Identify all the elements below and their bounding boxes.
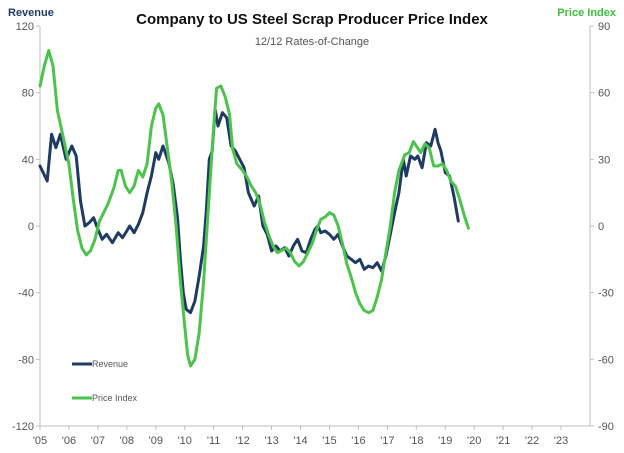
x-tick-label: '06 bbox=[62, 435, 76, 447]
legend: Revenue Price Index bbox=[72, 359, 138, 403]
left-tick-label: -40 bbox=[18, 288, 34, 300]
x-tick-label: '23 bbox=[554, 435, 568, 447]
right-axis-ticks: 90 60 30 0 -30 -60 -90 bbox=[590, 21, 614, 433]
left-tick-label: -80 bbox=[18, 354, 34, 366]
x-tick-label: '08 bbox=[120, 435, 134, 447]
left-axis-ticks: 120 80 40 0 -40 -80 -120 bbox=[12, 21, 40, 433]
x-tick-label: '10 bbox=[178, 435, 192, 447]
x-tick-label: '22 bbox=[525, 435, 539, 447]
legend-label-price-index: Price Index bbox=[92, 393, 138, 403]
left-tick-label: 0 bbox=[28, 221, 34, 233]
x-tick-label: '05 bbox=[33, 435, 47, 447]
x-tick-label: '19 bbox=[438, 435, 452, 447]
left-tick-label: 40 bbox=[22, 154, 34, 166]
x-tick-label: '13 bbox=[264, 435, 278, 447]
legend-label-revenue: Revenue bbox=[92, 359, 128, 369]
right-axis-label: Price Index bbox=[557, 7, 617, 19]
series-line-price-index bbox=[38, 48, 470, 368]
left-axis-label: Revenue bbox=[8, 7, 54, 19]
x-tick-label: '16 bbox=[351, 435, 365, 447]
x-tick-label: '17 bbox=[380, 435, 394, 447]
x-tick-label: '12 bbox=[235, 435, 249, 447]
x-tick-label: '18 bbox=[409, 435, 423, 447]
right-tick-label: 90 bbox=[598, 21, 610, 33]
right-tick-label: -30 bbox=[598, 288, 614, 300]
x-tick-label: '14 bbox=[293, 435, 307, 447]
x-tick-label: '09 bbox=[149, 435, 163, 447]
x-tick-label: '11 bbox=[207, 435, 221, 447]
right-tick-label: 30 bbox=[598, 154, 610, 166]
left-tick-label: 120 bbox=[16, 21, 34, 33]
right-tick-label: 60 bbox=[598, 88, 610, 100]
x-tick-label: '21 bbox=[496, 435, 510, 447]
left-tick-label: 80 bbox=[22, 88, 34, 100]
series-layer bbox=[38, 48, 470, 368]
left-tick-label: -120 bbox=[12, 421, 34, 433]
x-tick-label: '15 bbox=[322, 435, 336, 447]
right-tick-label: 0 bbox=[598, 221, 604, 233]
chart-subtitle: 12/12 Rates-of-Change bbox=[255, 36, 369, 48]
right-tick-label: -60 bbox=[598, 354, 614, 366]
series-line-revenue bbox=[38, 107, 460, 315]
x-axis-ticks: '05 '06 '07 '08 '09 '10 '11 '12 '13 '14 '15 '16 '17 '… bbox=[33, 426, 568, 447]
right-tick-label: -90 bbox=[598, 421, 614, 433]
chart-title: Company to US Steel Scrap Producer Price… bbox=[136, 11, 488, 28]
x-tick-label: '07 bbox=[91, 435, 105, 447]
x-tick-label: '20 bbox=[467, 435, 481, 447]
